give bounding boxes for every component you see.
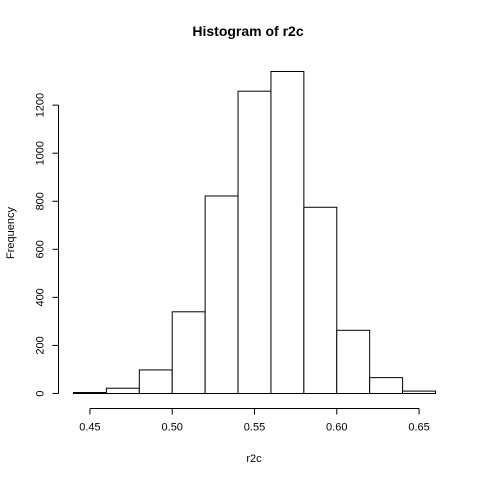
y-tick-label-5: 1000 — [35, 141, 47, 165]
histogram-bar-1 — [105, 387, 140, 394]
histogram-bar-2 — [138, 369, 173, 395]
y-tick-label-4: 800 — [35, 192, 47, 210]
x-tick-label-1: 0.50 — [162, 422, 183, 434]
x-tick-label-2: 0.55 — [244, 422, 265, 434]
y-tick-label-6: 1200 — [35, 93, 47, 117]
y-tick-label-3: 600 — [35, 240, 47, 258]
histogram-bar-4 — [204, 195, 239, 394]
x-axis: 0.45 0.50 0.55 0.60 0.65 — [79, 408, 430, 434]
chart-title: Histogram of r2c — [192, 23, 303, 39]
y-tick-label-1: 200 — [35, 336, 47, 354]
histogram-bar-6 — [270, 71, 305, 394]
y-tick-label-0: 0 — [35, 390, 47, 396]
y-axis-label: Frequency — [5, 207, 17, 259]
histogram-bar-3 — [171, 311, 206, 394]
x-tick-label-4: 0.65 — [408, 422, 429, 434]
histogram-bar-7 — [303, 206, 338, 394]
histogram-bar-5 — [237, 90, 272, 394]
histogram-bar-10 — [402, 390, 436, 395]
y-axis: 0 200 400 600 800 1000 1200 — [35, 93, 59, 397]
x-tick-label-0: 0.45 — [79, 422, 100, 434]
x-tick-label-3: 0.60 — [326, 422, 347, 434]
histogram-bar-9 — [369, 377, 404, 395]
histogram-bar-8 — [336, 329, 371, 394]
bars-group — [73, 71, 436, 395]
histogram-bar-0 — [73, 392, 107, 395]
x-axis-label: r2c — [246, 453, 262, 465]
y-tick-label-2: 400 — [35, 288, 47, 306]
